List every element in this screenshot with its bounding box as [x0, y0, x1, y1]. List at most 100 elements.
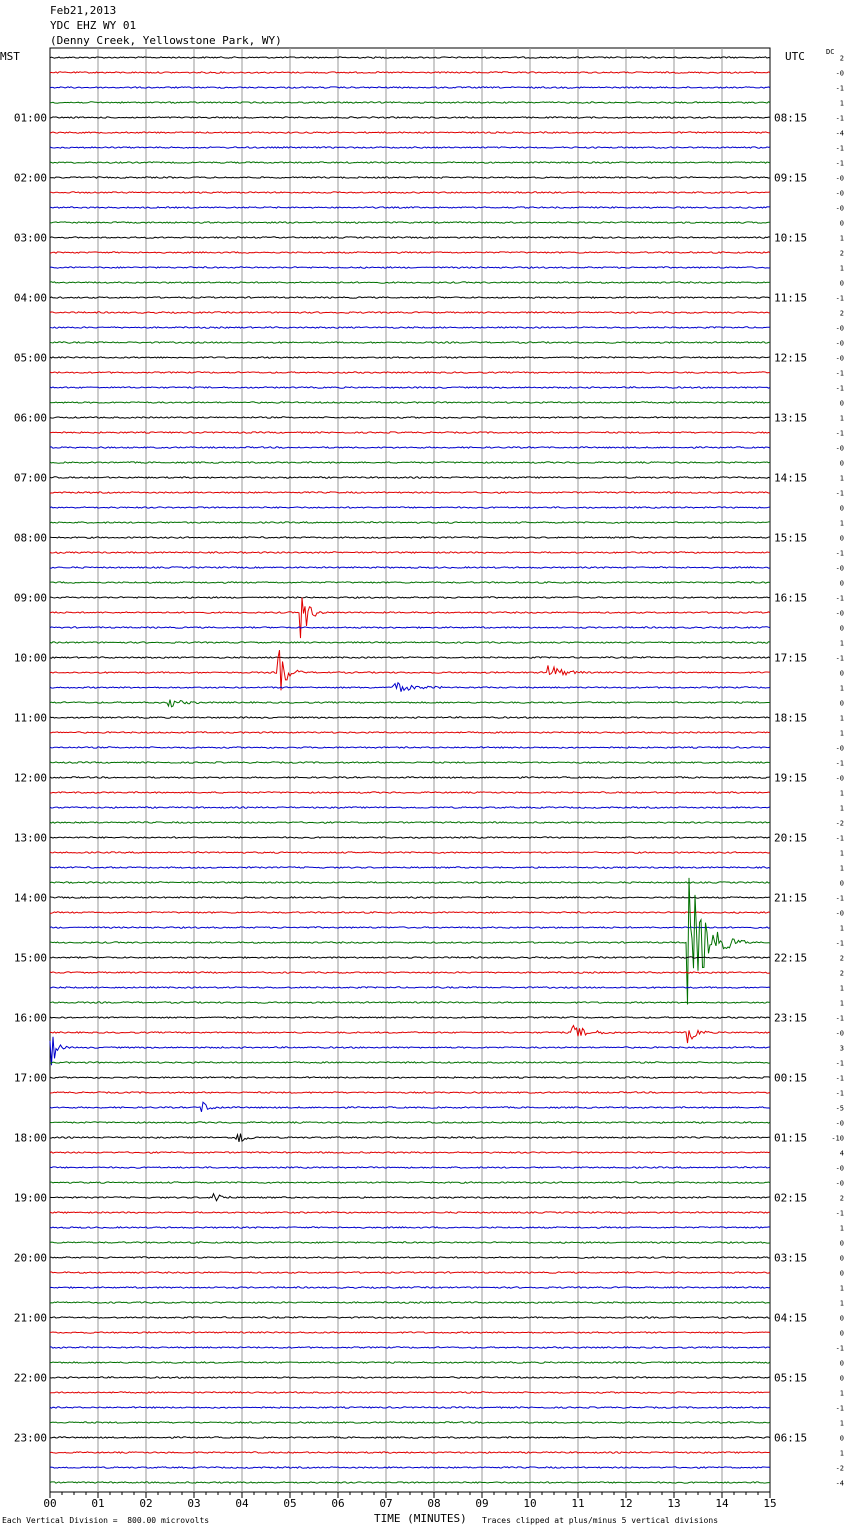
dc-offset-label: -1 — [836, 1075, 844, 1083]
seismic-trace — [49, 206, 770, 209]
dc-offset-label: 1 — [840, 475, 844, 483]
x-tick-label: 13 — [667, 1497, 680, 1510]
seismic-trace — [49, 746, 771, 749]
dc-offset-label: 1 — [840, 925, 844, 933]
mst-hour-label: 03:00 — [14, 232, 47, 245]
utc-hour-label: 05:15 — [774, 1372, 807, 1385]
dc-offset-label: -1 — [836, 115, 844, 123]
dc-offset-label: -0 — [836, 775, 844, 783]
seismic-trace — [49, 1421, 771, 1424]
seismic-trace — [49, 476, 771, 479]
utc-hour-label: 03:15 — [774, 1252, 807, 1265]
dc-offset-label: 0 — [840, 1375, 844, 1383]
left-timezone-label: MST — [0, 50, 20, 63]
mst-hour-label: 14:00 — [14, 892, 47, 905]
seismic-trace — [49, 806, 771, 809]
x-tick-label: 06 — [331, 1497, 344, 1510]
x-tick-label: 14 — [715, 1497, 729, 1510]
dc-offset-label: 0 — [840, 1360, 844, 1368]
utc-hour-label: 11:15 — [774, 292, 807, 305]
dc-offset-label: -0 — [836, 355, 844, 363]
seismic-trace — [49, 896, 770, 899]
seismic-trace — [49, 146, 771, 149]
seismic-trace — [49, 401, 771, 404]
utc-hour-label: 06:15 — [774, 1432, 807, 1445]
mst-hour-label: 17:00 — [14, 1072, 47, 1085]
utc-hour-label: 10:15 — [774, 232, 807, 245]
seismic-trace — [50, 1181, 771, 1184]
dc-offset-label: -1 — [836, 490, 844, 498]
seismic-trace — [49, 597, 771, 639]
seismic-trace — [49, 311, 771, 314]
mst-hour-label: 22:00 — [14, 1372, 47, 1385]
seismic-trace — [49, 821, 771, 824]
dc-offset-label: 1 — [840, 100, 844, 108]
utc-hour-label: 19:15 — [774, 772, 807, 785]
seismic-trace — [49, 761, 771, 764]
mst-hour-label: 08:00 — [14, 532, 47, 545]
x-tick-label: 11 — [571, 1497, 584, 1510]
dc-offset-label: 0 — [840, 280, 844, 288]
right-timezone-label: UTC — [785, 50, 805, 63]
dc-offset-label: 1 — [840, 730, 844, 738]
dc-offset-label: 0 — [840, 505, 844, 513]
utc-hour-label: 01:15 — [774, 1132, 807, 1145]
dc-offset-label: 0 — [840, 1255, 844, 1263]
seismic-trace — [49, 1241, 771, 1244]
dc-offset-label: 1 — [840, 715, 844, 723]
seismic-trace — [49, 681, 771, 692]
dc-offset-label: -1 — [836, 385, 844, 393]
dc-offset-label: -1 — [836, 370, 844, 378]
dc-offset-label: 2 — [840, 55, 844, 63]
dc-offset-label: 1 — [840, 640, 844, 648]
utc-hour-label: 02:15 — [774, 1192, 807, 1205]
dc-offset-label: -1 — [836, 1345, 844, 1353]
utc-hour-label: 20:15 — [774, 832, 807, 845]
dc-offset-label: -0 — [836, 325, 844, 333]
seismic-trace — [49, 491, 770, 494]
seismic-trace — [49, 431, 771, 434]
dc-offset-label: 2 — [840, 970, 844, 978]
seismic-trace — [49, 1301, 771, 1304]
seismic-trace — [49, 221, 771, 224]
x-tick-label: 15 — [763, 1497, 776, 1510]
seismic-trace — [49, 296, 771, 299]
seismic-trace — [49, 626, 771, 629]
dc-offset-label: 1 — [840, 1420, 844, 1428]
seismic-trace — [49, 1376, 771, 1379]
mst-hour-label: 21:00 — [14, 1312, 47, 1325]
seismic-trace — [49, 191, 771, 194]
dc-offset-label: -1 — [836, 895, 844, 903]
dc-offset-label: 0 — [840, 220, 844, 228]
seismic-trace — [49, 131, 771, 134]
mst-hour-label: 09:00 — [14, 592, 47, 605]
dc-offset-label: -0 — [836, 175, 844, 183]
dc-offset-label: 1 — [840, 265, 844, 273]
seismic-trace — [49, 176, 771, 179]
seismic-trace — [49, 251, 771, 254]
dc-offset-label: 1 — [840, 235, 844, 243]
dc-offset-label: -1 — [836, 760, 844, 768]
dc-offset-label: 2 — [840, 250, 844, 258]
utc-hour-label: 14:15 — [774, 472, 807, 485]
chart-date: Feb21,2013 — [50, 4, 117, 17]
utc-hour-label: 04:15 — [774, 1312, 807, 1325]
mst-hour-label: 02:00 — [14, 172, 47, 185]
seismic-trace — [49, 877, 771, 1005]
dc-offset-label: 0 — [840, 460, 844, 468]
dc-offset-label: -1 — [836, 1210, 844, 1218]
seismic-trace — [49, 986, 771, 989]
mst-hour-label: 10:00 — [14, 652, 47, 665]
dc-offset-label: -5 — [836, 1105, 844, 1113]
dc-offset-label: 2 — [840, 955, 844, 963]
dc-offset-label: -0 — [836, 1165, 844, 1173]
dc-offset-label: -0 — [836, 190, 844, 198]
seismic-trace — [49, 731, 771, 734]
mst-hour-label: 19:00 — [14, 1192, 47, 1205]
dc-offset-label: 1 — [840, 865, 844, 873]
dc-offset-label: 3 — [840, 1045, 844, 1053]
seismic-trace — [49, 1132, 770, 1143]
utc-hour-label: 22:15 — [774, 952, 807, 965]
seismic-trace — [49, 1466, 771, 1469]
dc-offset-label: 1 — [840, 1225, 844, 1233]
